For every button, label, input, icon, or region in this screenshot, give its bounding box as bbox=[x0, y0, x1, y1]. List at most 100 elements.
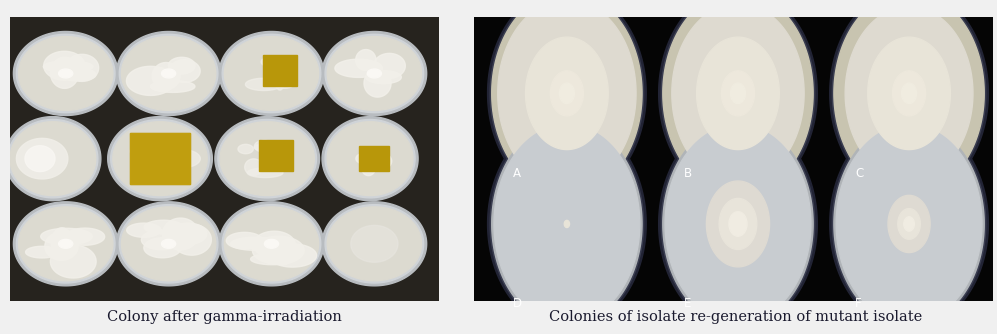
Polygon shape bbox=[261, 57, 282, 67]
Polygon shape bbox=[168, 60, 200, 82]
Polygon shape bbox=[327, 207, 422, 281]
Polygon shape bbox=[13, 202, 118, 286]
Polygon shape bbox=[322, 202, 427, 286]
Polygon shape bbox=[10, 122, 96, 195]
Polygon shape bbox=[230, 237, 279, 250]
Polygon shape bbox=[663, 0, 814, 195]
Text: D: D bbox=[512, 297, 521, 310]
Polygon shape bbox=[59, 239, 73, 248]
Polygon shape bbox=[117, 31, 221, 116]
Polygon shape bbox=[163, 218, 198, 250]
Polygon shape bbox=[224, 37, 319, 110]
Polygon shape bbox=[163, 149, 200, 168]
Polygon shape bbox=[145, 220, 182, 234]
Polygon shape bbox=[374, 53, 406, 78]
Polygon shape bbox=[222, 34, 321, 113]
Polygon shape bbox=[142, 230, 182, 250]
Polygon shape bbox=[327, 122, 413, 195]
Polygon shape bbox=[55, 230, 74, 251]
Polygon shape bbox=[722, 71, 755, 116]
Polygon shape bbox=[250, 254, 295, 265]
Polygon shape bbox=[244, 159, 262, 175]
Polygon shape bbox=[220, 122, 314, 195]
Polygon shape bbox=[51, 228, 73, 259]
Polygon shape bbox=[41, 228, 93, 244]
Polygon shape bbox=[253, 231, 295, 258]
Polygon shape bbox=[120, 205, 218, 283]
Polygon shape bbox=[491, 120, 644, 328]
Polygon shape bbox=[888, 195, 930, 253]
Polygon shape bbox=[19, 37, 113, 110]
Polygon shape bbox=[247, 168, 283, 178]
Polygon shape bbox=[832, 0, 986, 197]
Polygon shape bbox=[51, 245, 96, 278]
Polygon shape bbox=[252, 236, 304, 264]
Polygon shape bbox=[61, 68, 96, 81]
Polygon shape bbox=[360, 150, 375, 161]
Polygon shape bbox=[729, 212, 747, 236]
Polygon shape bbox=[51, 57, 79, 89]
Polygon shape bbox=[162, 239, 175, 248]
Polygon shape bbox=[271, 240, 294, 265]
Polygon shape bbox=[356, 49, 376, 70]
Polygon shape bbox=[218, 120, 316, 198]
Polygon shape bbox=[833, 0, 984, 195]
Polygon shape bbox=[254, 144, 273, 150]
Polygon shape bbox=[226, 232, 263, 249]
Polygon shape bbox=[45, 232, 78, 260]
Text: F: F bbox=[855, 297, 861, 310]
Polygon shape bbox=[901, 83, 916, 104]
Polygon shape bbox=[43, 61, 93, 72]
Polygon shape bbox=[168, 57, 195, 74]
Polygon shape bbox=[127, 223, 161, 237]
Polygon shape bbox=[66, 228, 105, 245]
Polygon shape bbox=[151, 80, 195, 93]
Polygon shape bbox=[16, 34, 115, 113]
Text: B: B bbox=[684, 167, 692, 180]
Polygon shape bbox=[13, 31, 118, 116]
Polygon shape bbox=[830, 0, 988, 199]
Text: C: C bbox=[855, 167, 863, 180]
Polygon shape bbox=[122, 37, 215, 110]
Polygon shape bbox=[245, 78, 282, 91]
Polygon shape bbox=[830, 118, 988, 330]
Polygon shape bbox=[494, 125, 640, 323]
Polygon shape bbox=[904, 217, 914, 231]
Polygon shape bbox=[131, 142, 168, 161]
Text: Colony after gamma-irradiation: Colony after gamma-irradiation bbox=[107, 310, 342, 324]
Polygon shape bbox=[8, 120, 98, 198]
Polygon shape bbox=[130, 133, 190, 184]
Polygon shape bbox=[16, 205, 115, 283]
Polygon shape bbox=[153, 62, 180, 90]
Polygon shape bbox=[366, 71, 402, 84]
Polygon shape bbox=[215, 117, 319, 201]
Polygon shape bbox=[719, 198, 757, 249]
Polygon shape bbox=[488, 0, 646, 199]
Polygon shape bbox=[268, 244, 317, 267]
Polygon shape bbox=[351, 225, 398, 262]
Polygon shape bbox=[322, 31, 427, 116]
Polygon shape bbox=[66, 54, 99, 81]
Polygon shape bbox=[131, 157, 168, 175]
Polygon shape bbox=[731, 83, 746, 104]
Polygon shape bbox=[335, 59, 383, 77]
Polygon shape bbox=[5, 117, 101, 201]
Polygon shape bbox=[491, 0, 644, 197]
Polygon shape bbox=[111, 120, 209, 198]
Polygon shape bbox=[356, 153, 372, 164]
Polygon shape bbox=[659, 0, 818, 199]
Polygon shape bbox=[222, 205, 321, 283]
Polygon shape bbox=[25, 146, 55, 172]
Polygon shape bbox=[219, 202, 324, 286]
Polygon shape bbox=[707, 181, 770, 267]
Polygon shape bbox=[488, 118, 646, 330]
Polygon shape bbox=[117, 202, 221, 286]
Polygon shape bbox=[275, 69, 285, 90]
Polygon shape bbox=[162, 69, 175, 78]
Polygon shape bbox=[672, 3, 805, 183]
Polygon shape bbox=[16, 138, 68, 179]
Text: A: A bbox=[512, 167, 520, 180]
Polygon shape bbox=[550, 71, 583, 116]
Polygon shape bbox=[325, 34, 424, 113]
Polygon shape bbox=[127, 66, 174, 96]
